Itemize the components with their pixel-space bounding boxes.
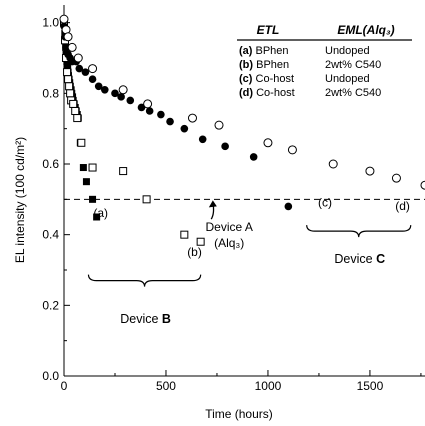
data-point-d: [214, 120, 224, 130]
y-tick-label: 0.2: [42, 298, 59, 312]
device-b-brace: [87, 274, 202, 287]
x-tick-label: 500: [156, 379, 176, 393]
x-tick-label: 1000: [255, 379, 282, 393]
data-point-d: [143, 99, 153, 109]
data-point-a: [93, 213, 101, 221]
series-label-d: (d): [395, 199, 410, 213]
data-point-d: [365, 166, 375, 176]
data-point-c: [88, 75, 97, 83]
data-point-c: [180, 124, 189, 133]
device-a-label: Device A: [206, 220, 253, 234]
data-point-c: [221, 142, 229, 151]
data-point-a: [63, 61, 71, 69]
data-point-b: [71, 107, 80, 115]
data-point-d: [63, 32, 73, 42]
x-tick-label: 0: [61, 379, 68, 393]
series-d: [59, 14, 425, 190]
series-label-c: (c): [318, 195, 332, 209]
device-c-brace: [306, 225, 412, 238]
series-label-a: (a): [93, 206, 108, 220]
legend-row-etl: (b) BPhen: [239, 59, 289, 71]
series-b: [60, 18, 205, 246]
data-point-b: [77, 138, 86, 147]
data-point-c: [284, 202, 293, 211]
x-tick-label: 1500: [357, 379, 384, 393]
legend-header-eml: EML(Alq₃): [337, 23, 394, 37]
y-tick-label: 0.4: [42, 228, 59, 242]
data-point-b: [63, 68, 72, 77]
data-point-a: [82, 178, 90, 186]
y-tick-label: 0.6: [42, 157, 59, 171]
data-point-d: [287, 145, 297, 155]
data-point-d: [88, 64, 98, 74]
y-tick-label: 0.0: [42, 369, 59, 383]
data-point-b: [65, 82, 74, 91]
y-tick-label: 1.0: [42, 16, 59, 30]
data-point-c: [137, 103, 146, 112]
data-point-c: [145, 107, 154, 115]
axes-layer: 0 500 1000 1500 0.0 0.2 0.4 0.6 0.8 1.0: [42, 5, 425, 393]
data-point-d: [420, 180, 425, 190]
data-point-d: [59, 14, 69, 24]
data-point-c: [198, 135, 207, 144]
legend-row-eml: Undoped: [325, 45, 370, 57]
data-point-c: [249, 153, 258, 161]
data-point-b: [64, 75, 73, 84]
legend-row-eml: 2wt% C540: [325, 59, 381, 71]
data-point-a: [89, 195, 97, 203]
data-point-d: [187, 113, 197, 123]
data-point-c: [75, 64, 84, 73]
data-point-a: [79, 164, 87, 172]
legend-header-etl: ETL: [257, 23, 280, 37]
data-point-b: [73, 114, 82, 123]
legend-row-etl: (c) Co-host: [239, 73, 294, 85]
data-point-c: [100, 86, 109, 94]
legend-row-etl: (d) Co-host: [239, 87, 295, 99]
data-point-d: [73, 53, 83, 63]
x-axis-label: Time (hours): [205, 407, 273, 421]
legend-table: ETL EML(Alq₃) (a) BPhen Undoped (b) BPhen 2wt…: [237, 23, 412, 99]
data-point-b: [119, 167, 128, 176]
series-label-b: (b): [187, 245, 202, 259]
data-point-b: [69, 99, 78, 108]
data-point-c: [111, 89, 119, 98]
legend-row-etl: (a) BPhen: [239, 45, 289, 57]
device-b-label: Device B: [120, 312, 171, 326]
data-point-b: [88, 163, 97, 172]
data-point-d: [118, 85, 128, 95]
y-tick-label: 0.8: [42, 86, 59, 100]
data-point-c: [94, 82, 103, 91]
data-point-c: [126, 96, 135, 105]
annotations-layer: (a) (b) (c) (d) Device A (Alq₃) Device B Device…: [87, 195, 412, 326]
device-a-arrowhead: [208, 200, 217, 208]
data-point-b: [196, 237, 205, 246]
data-point-b: [142, 195, 151, 204]
y-axis-label: EL intensity (100 cd/m²): [13, 137, 27, 263]
data-point-d: [263, 138, 273, 148]
data-point-d: [391, 173, 401, 183]
legend-row-eml: Undoped: [325, 73, 370, 85]
legend-row-eml: 2wt% C540: [325, 87, 381, 99]
data-point-c: [62, 43, 70, 52]
data-point-d: [67, 42, 77, 52]
data-point-c: [166, 117, 174, 126]
data-point-b: [66, 89, 75, 98]
device-c-label: Device C: [334, 252, 385, 266]
data-point-c: [117, 93, 125, 101]
device-a-sublabel: (Alq₃): [214, 236, 244, 250]
data-point-b: [180, 230, 189, 239]
data-point-c: [157, 110, 165, 119]
data-point-c: [81, 68, 90, 76]
data-point-d: [328, 159, 338, 169]
data-points-layer: [59, 14, 425, 246]
